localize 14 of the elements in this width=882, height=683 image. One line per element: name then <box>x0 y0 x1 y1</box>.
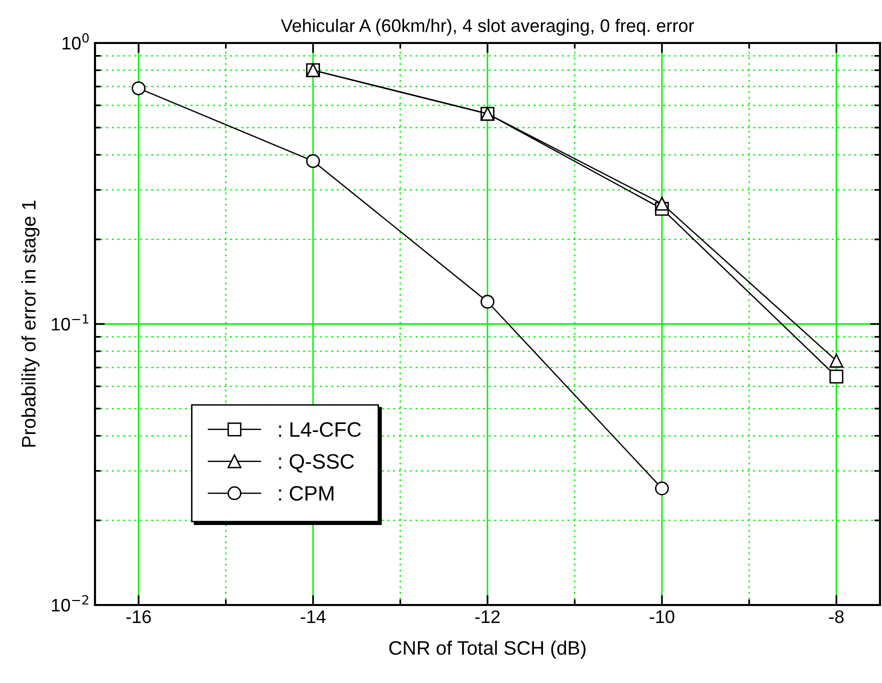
y-tick-label: 10$^{−1}$ <box>52 314 88 331</box>
x-tick-label: -12 <box>475 610 500 623</box>
legend-label: : CPM <box>279 486 334 501</box>
x-axis-title: CNR of Total SCH (dB) <box>389 640 586 659</box>
legend-label: : Q-SSC <box>279 454 354 473</box>
x-tick-label: -16 <box>126 610 151 624</box>
y-axis-title: Probability of error in stage 1 <box>21 200 40 447</box>
chart-title: Vehicular A (60km/hr), 4 slot averaging, 0 freq. error <box>280 18 694 36</box>
x-tick-label: -14 <box>300 610 326 623</box>
x-tick-label: -10 <box>650 610 674 624</box>
y-tick-label: 10$^{−2}$ <box>52 595 88 612</box>
y-tick-label: 10$^{0}$ <box>62 33 89 50</box>
legend-label: : L4-CFC <box>279 422 361 437</box>
x-tick-label: -8 <box>829 610 844 624</box>
